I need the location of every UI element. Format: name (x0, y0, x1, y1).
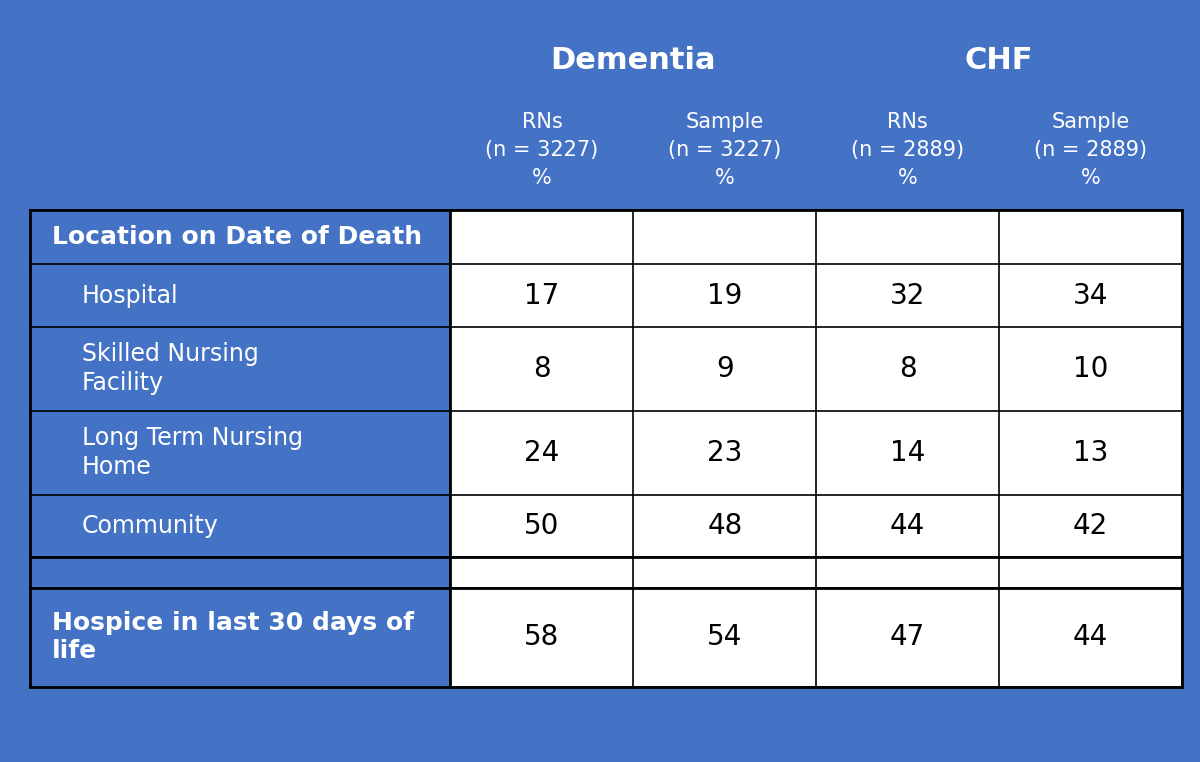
Bar (450, 327, 634, 411)
Text: Skilled Nursing
Facility: Skilled Nursing Facility (82, 342, 258, 395)
Text: Dementia: Dementia (551, 46, 716, 75)
Bar (816, 264, 1000, 327)
Bar (450, 495, 634, 557)
Bar (1000, 411, 1182, 495)
Bar (450, 264, 634, 327)
Text: 23: 23 (707, 439, 743, 466)
Text: 8: 8 (533, 355, 551, 383)
Text: CHF: CHF (965, 46, 1033, 75)
Bar (450, 557, 634, 588)
Text: 54: 54 (707, 623, 743, 651)
Bar (816, 588, 1000, 687)
Text: 47: 47 (890, 623, 925, 651)
Bar (450, 210, 634, 264)
Text: RNs
(n = 2889)
%: RNs (n = 2889) % (851, 113, 965, 188)
Text: 17: 17 (524, 282, 559, 309)
Bar (1000, 327, 1182, 411)
Text: 44: 44 (890, 512, 925, 539)
Bar (1000, 210, 1182, 264)
Bar (634, 411, 816, 495)
Bar (30, 495, 450, 557)
Bar (816, 411, 1000, 495)
Text: Sample
(n = 3227)
%: Sample (n = 3227) % (668, 113, 781, 188)
Text: RNs
(n = 3227)
%: RNs (n = 3227) % (485, 113, 599, 188)
Bar (634, 264, 816, 327)
Bar (450, 588, 634, 687)
Bar (1000, 557, 1182, 588)
Bar (450, 411, 634, 495)
Text: 48: 48 (707, 512, 743, 539)
Bar (1000, 495, 1182, 557)
Bar (30, 210, 450, 264)
Bar (634, 495, 816, 557)
Bar (1000, 264, 1182, 327)
Text: 42: 42 (1073, 512, 1108, 539)
Text: 9: 9 (716, 355, 733, 383)
Bar (30, 264, 450, 327)
Text: Long Term Nursing
Home: Long Term Nursing Home (82, 426, 302, 479)
Bar (634, 557, 816, 588)
Text: 10: 10 (1073, 355, 1109, 383)
Bar (816, 557, 1000, 588)
Bar (1000, 588, 1182, 687)
Bar (816, 495, 1000, 557)
Text: 24: 24 (524, 439, 559, 466)
Text: 34: 34 (1073, 282, 1109, 309)
Text: 44: 44 (1073, 623, 1108, 651)
Bar (816, 327, 1000, 411)
Text: 32: 32 (890, 282, 925, 309)
Text: Hospice in last 30 days of
life: Hospice in last 30 days of life (52, 610, 414, 664)
Bar (30, 588, 450, 687)
Bar (30, 557, 450, 588)
Text: 58: 58 (524, 623, 559, 651)
Bar (30, 411, 450, 495)
Bar (634, 588, 816, 687)
Text: 19: 19 (707, 282, 743, 309)
Bar (634, 210, 816, 264)
Text: Sample
(n = 2889)
%: Sample (n = 2889) % (1034, 113, 1147, 188)
Text: Hospital: Hospital (82, 283, 179, 308)
Bar (816, 210, 1000, 264)
Bar (634, 327, 816, 411)
Text: 8: 8 (899, 355, 917, 383)
Bar (30, 327, 450, 411)
Text: Community: Community (82, 514, 218, 538)
Text: Location on Date of Death: Location on Date of Death (52, 225, 421, 249)
Text: 14: 14 (890, 439, 925, 466)
Text: 13: 13 (1073, 439, 1109, 466)
Text: 50: 50 (524, 512, 559, 539)
